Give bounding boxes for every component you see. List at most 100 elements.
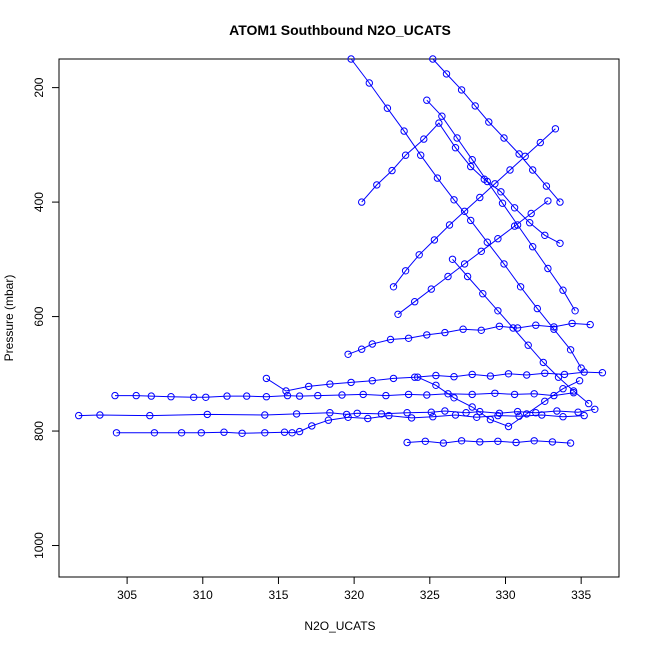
data-point [512,438,520,447]
data-point [223,392,231,400]
data-point [500,134,508,142]
data-point [388,166,396,175]
data-point [491,180,499,188]
data-point [559,286,567,294]
data-point [575,377,584,385]
data-point [556,239,564,248]
data-point [494,235,502,243]
data-point [450,196,458,204]
data-point [459,325,467,333]
data-point [389,283,398,291]
data-point [544,197,552,205]
data-point [463,272,472,281]
data-point [598,369,607,377]
data-point [282,387,290,395]
x-tick-label: 325 [420,588,440,602]
data-point [383,104,392,112]
data-point [541,369,549,377]
data-point [485,118,493,126]
data-point [538,411,546,419]
data-point [526,219,534,227]
data-point [283,391,292,400]
data-point [550,391,558,400]
data-point [220,428,228,436]
data-point [450,394,458,402]
data-point [432,381,440,389]
data-point [550,325,558,333]
data-point [591,405,599,413]
data-point [532,321,540,329]
data-point [358,345,366,353]
series-line-14 [397,200,549,315]
data-point [451,411,460,419]
data-point [529,243,537,251]
data-point [359,390,367,399]
data-point [530,437,538,445]
data-point [364,414,372,423]
data-point [586,320,594,329]
series-line-3 [116,414,585,434]
data-point [111,391,119,400]
data-point [146,411,154,420]
data-point [448,255,457,263]
data-point [305,382,313,391]
data-point [516,283,525,291]
data-point [483,177,491,186]
data-point [261,411,269,419]
data-point [521,152,529,161]
data-point [132,391,140,400]
data-point [551,125,560,133]
data-point [445,221,454,229]
data-point [476,407,484,416]
data-point [421,437,429,445]
data-point [429,413,437,421]
data-point [491,389,499,397]
series-line-13 [417,376,580,428]
series-line-8 [393,128,556,288]
x-tick-label: 330 [495,588,515,602]
data-point [548,438,557,446]
data-point [477,247,485,256]
data-point [509,324,517,332]
data-point [504,370,513,378]
data-point [417,151,425,159]
data-point [468,156,476,164]
data-point [353,409,361,417]
data-point [468,403,476,411]
data-point [460,260,469,268]
data-point [506,166,514,174]
data-point [444,390,452,398]
data-point [368,377,376,385]
data-point [544,264,552,273]
y-axis: 200 400 600 800 1000 [32,77,60,559]
data-point [515,150,523,158]
series-line-12 [407,440,571,444]
data-point [96,411,104,419]
data-point [280,428,289,436]
data-point [468,370,476,379]
data-point [523,410,531,418]
y-tick-label: 800 [32,421,46,441]
data-point [524,341,532,349]
data-point [513,407,522,416]
data-point [556,198,564,206]
data-point [510,390,519,399]
data-point [326,409,334,417]
data-point [377,410,386,418]
data-point [197,429,206,437]
series-line-10 [432,58,561,203]
data-point [394,310,402,318]
data-point [423,391,431,399]
data-point [347,55,355,63]
data-point [510,204,519,212]
data-point [568,319,576,328]
data-point [441,407,449,415]
data-point [541,397,549,405]
data-point [288,429,296,437]
data-point [566,346,575,354]
data-point [457,86,466,94]
data-point [427,285,435,293]
data-point [498,199,507,207]
data-point [344,350,352,358]
plot-frame [58,58,620,578]
